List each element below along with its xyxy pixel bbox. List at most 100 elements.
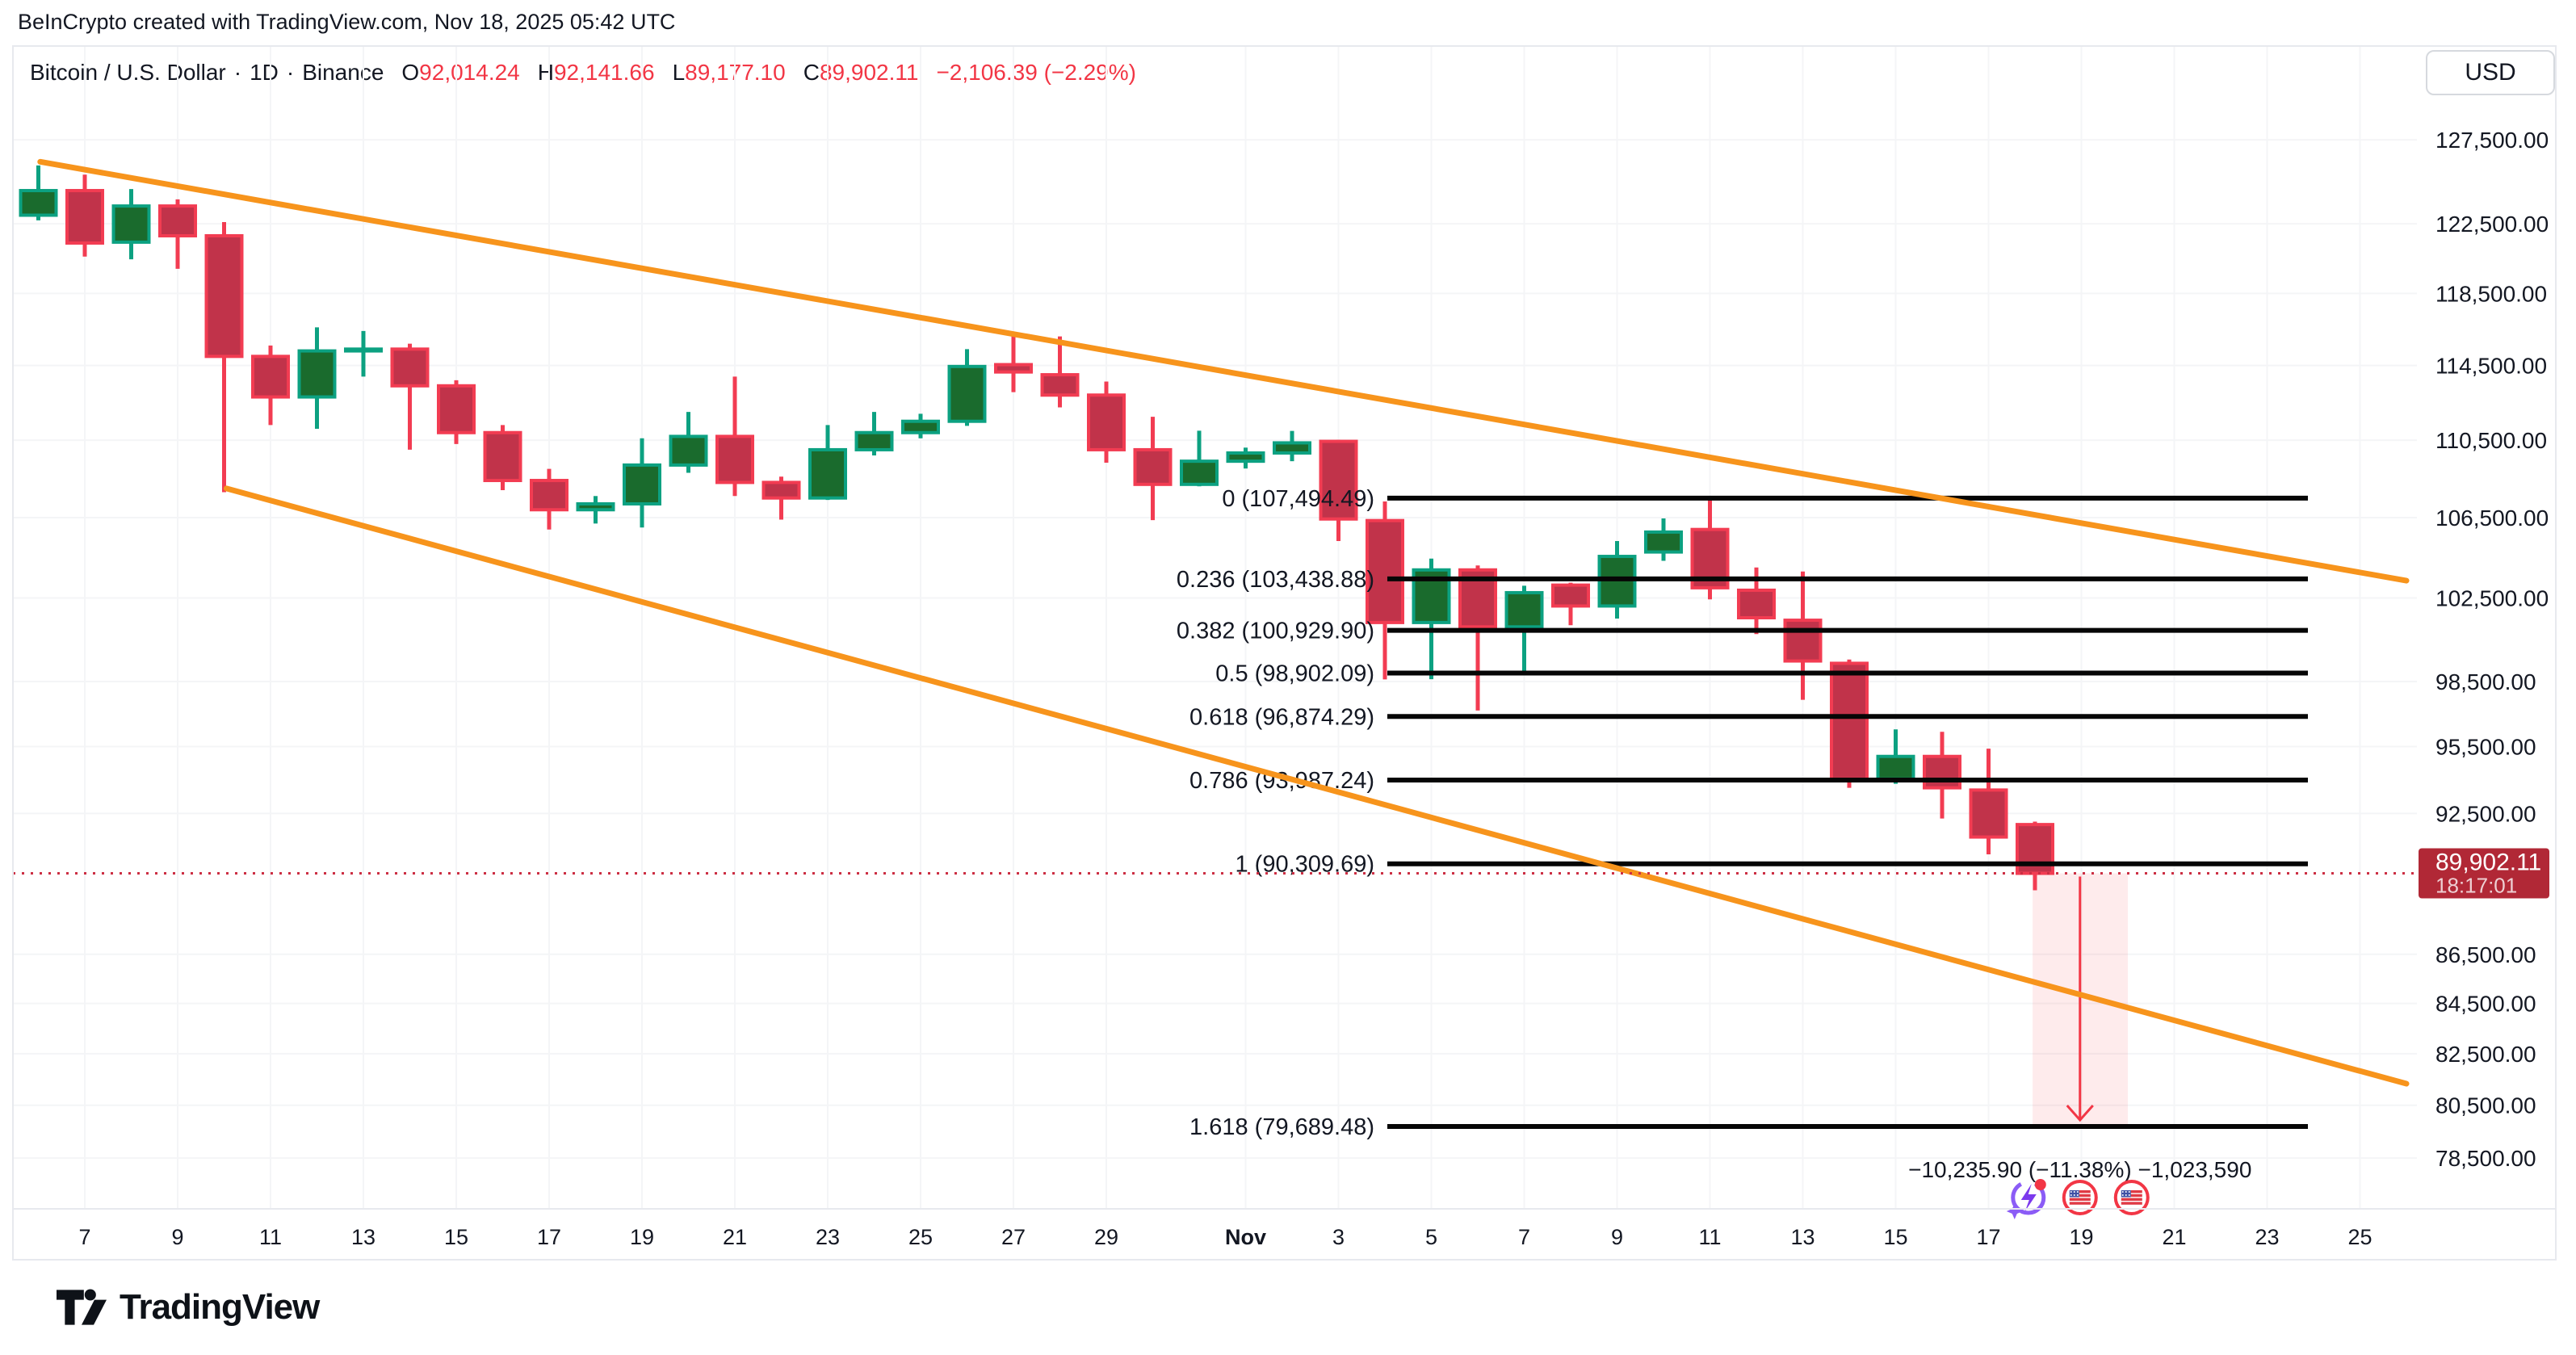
time-tick-label[interactable]: 29 <box>1094 1225 1118 1249</box>
open-value: 92,014.24 <box>419 60 520 85</box>
candle-Oct-14[interactable] <box>390 347 430 388</box>
price-tick-label[interactable]: 78,500.00 <box>2435 1146 2536 1171</box>
candle-Nov-17[interactable] <box>1969 788 2008 839</box>
fib-label-1.618: 1.618 (79,689.48) <box>1189 1114 1374 1140</box>
time-tick-label[interactable]: 21 <box>2162 1225 2186 1249</box>
candle-Nov-15[interactable] <box>1876 754 1915 781</box>
price-tick-label[interactable]: 86,500.00 <box>2435 942 2536 967</box>
candle-Oct-27[interactable] <box>994 363 1033 374</box>
time-tick-label[interactable]: 7 <box>1518 1225 1530 1249</box>
candle-Nov-10[interactable] <box>1644 530 1683 554</box>
price-tick-label[interactable]: 127,500.00 <box>2435 128 2549 153</box>
candle-Oct-22[interactable] <box>761 480 801 500</box>
time-tick-label[interactable]: 13 <box>1790 1225 1815 1249</box>
upper-channel-trendline[interactable] <box>37 158 2410 584</box>
candle-Nov-8[interactable] <box>1551 583 1590 608</box>
candle-Oct-6[interactable] <box>19 189 58 217</box>
candle-Nov-3[interactable] <box>1319 439 1358 521</box>
time-tick-label[interactable]: 23 <box>816 1225 840 1249</box>
time-tick-label[interactable]: 17 <box>537 1225 561 1249</box>
candle-Nov-16[interactable] <box>1923 754 1961 790</box>
symbol-name: Bitcoin / U.S. Dollar <box>30 60 226 85</box>
price-tick-label[interactable]: 118,500.00 <box>2435 281 2547 306</box>
candle-Oct-13[interactable] <box>344 347 383 353</box>
tradingview-logo[interactable]: TradingView <box>57 1287 320 1328</box>
candle-Oct-15[interactable] <box>437 384 476 434</box>
candle-Nov-1[interactable] <box>1226 451 1265 464</box>
time-tick-label[interactable]: 15 <box>444 1225 468 1249</box>
candle-Nov-12[interactable] <box>1737 588 1776 619</box>
time-tick-label[interactable]: 11 <box>1698 1225 1721 1249</box>
candle-Oct-18[interactable] <box>576 501 615 512</box>
time-tick-label[interactable]: 3 <box>1332 1225 1345 1249</box>
lightning-icon <box>2020 1184 2037 1211</box>
candle-Oct-19[interactable] <box>623 463 661 506</box>
time-tick-label[interactable]: 9 <box>171 1225 183 1249</box>
candle-Oct-24[interactable] <box>854 430 894 451</box>
candle-Oct-31[interactable] <box>1180 459 1219 486</box>
price-tick-label[interactable]: 106,500.00 <box>2435 506 2549 531</box>
flag-stripe <box>2069 1198 2091 1201</box>
candle-Oct-10[interactable] <box>204 233 244 359</box>
candle-Oct-16[interactable] <box>483 430 522 483</box>
flag-star <box>2128 1191 2130 1193</box>
candle-Oct-25[interactable] <box>901 419 940 434</box>
lower-channel-trendline[interactable] <box>223 485 2410 1087</box>
time-tick-label[interactable]: 19 <box>2069 1225 2093 1249</box>
candle-Nov-2[interactable] <box>1273 441 1311 455</box>
ai-event-icon[interactable] <box>2011 1180 2046 1215</box>
symbol-info-bar[interactable]: Bitcoin / U.S. Dollar · 1D · Binance O92,014.… <box>30 60 1136 86</box>
time-tick-label[interactable]: 25 <box>2347 1225 2372 1249</box>
time-tick-label[interactable]: 23 <box>2255 1225 2279 1249</box>
flag-stripe <box>2079 1190 2091 1193</box>
time-tick-label[interactable]: 11 <box>259 1225 282 1249</box>
time-tick-label[interactable]: 15 <box>1883 1225 1907 1249</box>
flag-star <box>2128 1194 2130 1196</box>
candle-Oct-23[interactable] <box>808 447 847 500</box>
price-tick-label[interactable]: 82,500.00 <box>2435 1042 2536 1067</box>
price-tick-label[interactable]: 114,500.00 <box>2435 354 2547 379</box>
candle-Oct-17[interactable] <box>530 479 568 512</box>
separator-dot: · <box>233 60 242 85</box>
candle-Nov-7[interactable] <box>1504 590 1544 629</box>
last-price-tag <box>2419 848 2549 899</box>
candle-Oct-11[interactable] <box>251 354 290 399</box>
price-tick-label[interactable]: 84,500.00 <box>2435 992 2536 1017</box>
fib-label-1: 1 (90,309.69) <box>1235 852 1374 878</box>
notification-dot-icon <box>2034 1179 2046 1190</box>
time-tick-label[interactable]: 21 <box>723 1225 747 1249</box>
candle-Nov-4[interactable] <box>1366 518 1404 624</box>
sparkle-icon <box>2006 1203 2023 1219</box>
time-tick-label[interactable]: 27 <box>1001 1225 1026 1249</box>
candle-Oct-26[interactable] <box>947 364 987 423</box>
price-tick-label[interactable]: 95,500.00 <box>2435 734 2536 759</box>
candle-Oct-29[interactable] <box>1087 393 1126 451</box>
price-tick-label[interactable]: 102,500.00 <box>2435 586 2549 611</box>
time-tick-label[interactable]: Nov <box>1225 1225 1266 1249</box>
time-tick-label[interactable]: 17 <box>1976 1225 2000 1249</box>
price-tick-label[interactable]: 80,500.00 <box>2435 1093 2536 1118</box>
time-tick-label[interactable]: 5 <box>1425 1225 1437 1249</box>
candle-Oct-8[interactable] <box>111 204 151 244</box>
candle-Nov-14[interactable] <box>1830 661 1869 781</box>
candle-Oct-30[interactable] <box>1133 447 1173 486</box>
price-tick-label[interactable]: 122,500.00 <box>2435 212 2549 237</box>
time-tick-label[interactable]: 19 <box>630 1225 654 1249</box>
time-tick-label[interactable]: 7 <box>78 1225 90 1249</box>
candle-Oct-20[interactable] <box>669 434 708 467</box>
candle-Oct-7[interactable] <box>65 189 104 245</box>
candle-Oct-9[interactable] <box>158 204 197 237</box>
candlestick-series[interactable] <box>19 165 2054 891</box>
price-tick-label[interactable]: 110,500.00 <box>2435 428 2547 453</box>
price-tick-label[interactable]: 98,500.00 <box>2435 669 2536 694</box>
candle-Oct-21[interactable] <box>715 434 754 485</box>
time-tick-label[interactable]: 9 <box>1611 1225 1623 1249</box>
candle-Oct-28[interactable] <box>1040 373 1080 397</box>
price-tick-label[interactable]: 92,500.00 <box>2435 801 2536 826</box>
time-tick-label[interactable]: 13 <box>351 1225 375 1249</box>
candle-Oct-12[interactable] <box>297 349 337 399</box>
time-tick-label[interactable]: 25 <box>908 1225 933 1249</box>
candle-Nov-13[interactable] <box>1783 619 1823 663</box>
currency-toggle-button[interactable]: USD <box>2426 50 2555 95</box>
